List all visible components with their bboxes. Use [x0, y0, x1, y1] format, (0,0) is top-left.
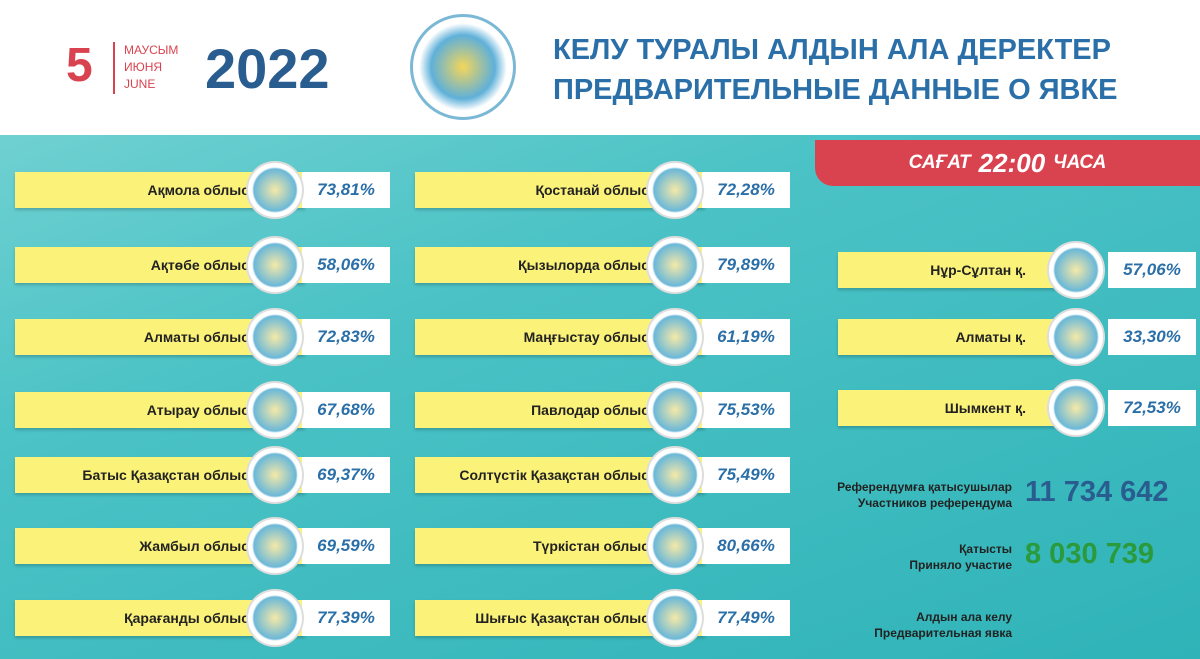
region-name: Шымкент қ.	[838, 390, 1070, 426]
region-turnout: 79,89%	[702, 247, 790, 283]
region-emblem	[646, 308, 704, 366]
region-turnout: 72,53%	[1108, 390, 1196, 426]
region-emblem	[646, 446, 704, 504]
region-emblem	[246, 161, 304, 219]
stat-label: Қатысты Приняло участие	[909, 541, 1012, 573]
region-turnout: 69,37%	[302, 457, 390, 493]
year: 2022	[205, 37, 330, 100]
region-emblem	[246, 446, 304, 504]
stat-label-line: Қатысты	[959, 542, 1012, 556]
month: МАУСЫМ ИЮНЯ JUNE	[124, 42, 178, 93]
region-turnout: 77,49%	[702, 600, 790, 636]
region-emblem	[646, 589, 704, 647]
region-emblem	[1047, 241, 1105, 299]
stat-label: Референдумға қатысушылар Участников рефер…	[837, 479, 1012, 511]
stat-value: 11 734 642	[1025, 476, 1169, 508]
badge-prefix: САҒАТ	[908, 152, 971, 173]
divider	[113, 42, 115, 94]
region-emblem	[246, 308, 304, 366]
month-ru: ИЮНЯ	[124, 60, 163, 74]
region-turnout: 58,06%	[302, 247, 390, 283]
region-turnout: 80,66%	[702, 528, 790, 564]
region-emblem	[246, 381, 304, 439]
region-emblem	[246, 517, 304, 575]
region-emblem	[646, 236, 704, 294]
stat-label-line: Предварительная явка	[874, 626, 1012, 640]
stat-label: Алдын ала келу Предварительная явка	[874, 609, 1012, 641]
region-turnout: 67,68%	[302, 392, 390, 428]
region-turnout: 75,53%	[702, 392, 790, 428]
day: 5	[66, 39, 93, 92]
title-ru: ПРЕДВАРИТЕЛЬНЫЕ ДАННЫЕ О ЯВКЕ	[553, 74, 1118, 106]
title: КЕЛУ ТУРАЛЫ АЛДЫН АЛА ДЕРЕКТЕР ПРЕДВАРИТ…	[553, 30, 1118, 110]
stat-value: 8 030 739	[1025, 538, 1155, 570]
commission-emblem	[410, 14, 516, 120]
stat-label-line: Приняло участие	[909, 558, 1012, 572]
stat-label-line: Референдумға қатысушылар	[837, 480, 1012, 494]
region-turnout: 75,49%	[702, 457, 790, 493]
badge-suffix: ЧАСА	[1053, 152, 1107, 173]
region-name: Нұр-Сұлтан қ.	[838, 252, 1070, 288]
region-emblem	[1047, 379, 1105, 437]
region-turnout: 73,81%	[302, 172, 390, 208]
region-emblem	[646, 381, 704, 439]
region-turnout: 77,39%	[302, 600, 390, 636]
region-turnout: 33,30%	[1108, 319, 1196, 355]
time-badge: САҒАТ 22:00 ЧАСА	[815, 140, 1200, 186]
region-emblem	[1047, 308, 1105, 366]
region-turnout: 57,06%	[1108, 252, 1196, 288]
region-turnout: 72,83%	[302, 319, 390, 355]
stat-label-line: Участников референдума	[857, 496, 1012, 510]
region-turnout: 72,28%	[702, 172, 790, 208]
header: 5 МАУСЫМ ИЮНЯ JUNE 2022 КЕЛУ ТУРАЛЫ АЛДЫ…	[0, 0, 1200, 135]
month-en: JUNE	[124, 77, 156, 91]
region-turnout: 69,59%	[302, 528, 390, 564]
region-emblem	[246, 589, 304, 647]
stat-label-line: Алдын ала келу	[916, 610, 1012, 624]
month-kz: МАУСЫМ	[124, 43, 179, 57]
badge-time: 22:00	[978, 147, 1046, 178]
title-kz: КЕЛУ ТУРАЛЫ АЛДЫН АЛА ДЕРЕКТЕР	[553, 34, 1111, 66]
region-turnout: 61,19%	[702, 319, 790, 355]
region-emblem	[646, 517, 704, 575]
region-emblem	[246, 236, 304, 294]
region-name: Алматы қ.	[838, 319, 1070, 355]
region-emblem	[646, 161, 704, 219]
